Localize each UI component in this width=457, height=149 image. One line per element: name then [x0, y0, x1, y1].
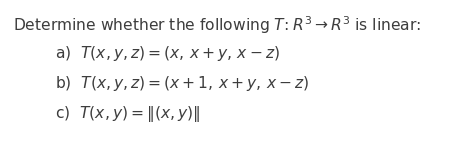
Text: Determine whether the following $T\!: R^3 \rightarrow R^3$ is linear:: Determine whether the following $T\!: R^… [13, 14, 421, 36]
Text: b)  $T(x, y, z) = (x + 1,\, x + y,\, x - z)$: b) $T(x, y, z) = (x + 1,\, x + y,\, x - … [55, 74, 309, 93]
Text: c)  $T(x, y) = \|(x, y)\|$: c) $T(x, y) = \|(x, y)\|$ [55, 104, 200, 124]
Text: a)  $T(x, y, z) = (x,\, x + y,\, x - z)$: a) $T(x, y, z) = (x,\, x + y,\, x - z)$ [55, 44, 280, 63]
